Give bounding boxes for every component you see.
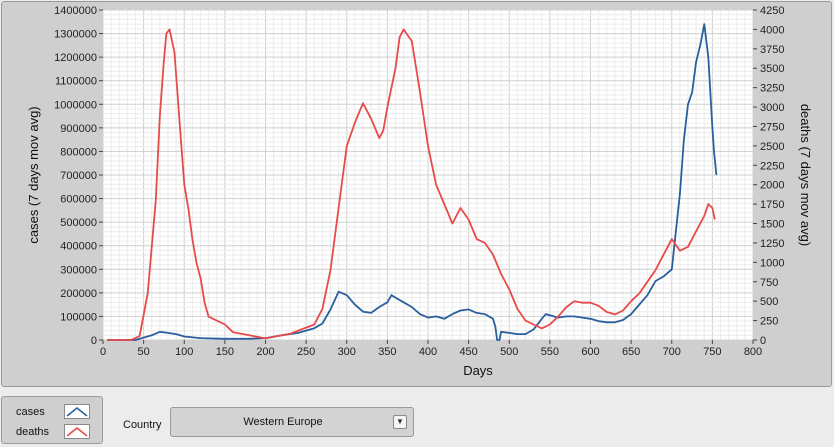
y-left-tick-label: 1100000 bbox=[55, 76, 97, 88]
y-left-tick-label: 900000 bbox=[60, 123, 97, 135]
x-tick-label: 350 bbox=[378, 346, 396, 358]
x-tick-label: 700 bbox=[663, 346, 681, 358]
y-right-tick-label: 750 bbox=[760, 277, 778, 289]
y-right-tick-label: 2250 bbox=[760, 160, 784, 172]
y-left-tick-label: 1300000 bbox=[54, 29, 97, 41]
y-right-tick-label: 1000 bbox=[760, 257, 784, 269]
chevron-down-icon[interactable]: ▼ bbox=[393, 415, 407, 429]
country-label: Country bbox=[123, 419, 162, 431]
y-left-tick-label: 500000 bbox=[60, 217, 97, 229]
x-tick-label: 400 bbox=[419, 346, 437, 358]
y-left-tick-label: 300000 bbox=[60, 264, 97, 276]
legend-label-deaths: deaths bbox=[16, 426, 50, 438]
x-tick-label: 600 bbox=[581, 346, 599, 358]
y-left-tick-label: 100000 bbox=[60, 311, 97, 323]
legend: cases deaths bbox=[1, 396, 103, 444]
y-axis-left-label: cases (7 days mov avg) bbox=[26, 106, 41, 243]
chart-panel: 0 50 100 150 200 250 300 350 400 450 500 550 600 650 7… bbox=[1, 1, 832, 387]
series-line-deaths bbox=[107, 28, 716, 341]
x-tick-label: 250 bbox=[297, 346, 315, 358]
y-axis-right-label: deaths (7 days mov avg) bbox=[798, 104, 813, 246]
grid bbox=[102, 9, 754, 341]
y-right-tick-label: 2750 bbox=[760, 121, 784, 133]
x-tick-label: 100 bbox=[175, 346, 193, 358]
x-tick-label: 150 bbox=[216, 346, 234, 358]
x-tick-label: 0 bbox=[100, 346, 106, 358]
x-tick-label: 450 bbox=[459, 346, 477, 358]
x-tick-label: 650 bbox=[622, 346, 640, 358]
x-tick-label: 550 bbox=[541, 346, 559, 358]
x-tick-label: 800 bbox=[744, 346, 762, 358]
x-tick-label: 300 bbox=[338, 346, 356, 358]
chart-svg: 0 50 100 150 200 250 300 350 400 450 500 550 600 650 7… bbox=[26, 5, 813, 378]
y-right-tick-label: 0 bbox=[760, 335, 766, 347]
y-right-tick-label: 1500 bbox=[760, 219, 784, 231]
y-right-tick-label: 500 bbox=[760, 296, 778, 308]
country-select-value: Western Europe bbox=[243, 416, 323, 428]
country-select[interactable]: Western Europe ▼ bbox=[170, 407, 414, 437]
y-right-tick-label: 1750 bbox=[760, 199, 784, 211]
y-left-tick-label: 600000 bbox=[60, 194, 97, 206]
y-right-tick-label: 3750 bbox=[760, 44, 784, 56]
x-tick-label: 500 bbox=[500, 346, 518, 358]
legend-swatch-cases bbox=[64, 404, 90, 419]
y-left-tick-label: 0 bbox=[91, 335, 97, 347]
y-right-tick-label: 2500 bbox=[760, 141, 784, 153]
x-axis-label: Days bbox=[463, 363, 493, 378]
y-left-tick-label: 1000000 bbox=[54, 99, 97, 111]
y-right-tick-label: 250 bbox=[760, 316, 778, 328]
y-right-tick-label: 1250 bbox=[760, 238, 784, 250]
y-right-tick-label: 3500 bbox=[760, 63, 784, 75]
y-left-tick-label: 1400000 bbox=[54, 5, 97, 17]
x-tick-label: 50 bbox=[138, 346, 150, 358]
series-lines bbox=[107, 23, 718, 341]
y-left-tick-label: 700000 bbox=[60, 170, 97, 182]
y-right-tick-label: 3250 bbox=[760, 83, 784, 95]
y-right-tick-label: 4250 bbox=[760, 5, 784, 17]
y-right-tick-label: 2000 bbox=[760, 180, 784, 192]
y-left-tick-label: 200000 bbox=[60, 288, 97, 300]
x-tick-label: 200 bbox=[256, 346, 274, 358]
x-tick-label: 750 bbox=[703, 346, 721, 358]
y-left-tick-label: 400000 bbox=[60, 241, 97, 253]
y-right-tick-label: 3000 bbox=[760, 102, 784, 114]
y-left-tick-label: 1200000 bbox=[54, 52, 97, 64]
y-right-tick-label: 4000 bbox=[760, 24, 784, 36]
legend-label-cases: cases bbox=[16, 406, 45, 418]
tick-labels: 0 50 100 150 200 250 300 350 400 450 500 550 600 650 7… bbox=[54, 5, 784, 358]
legend-swatch-deaths bbox=[64, 424, 90, 439]
y-left-tick-label: 800000 bbox=[60, 146, 97, 158]
